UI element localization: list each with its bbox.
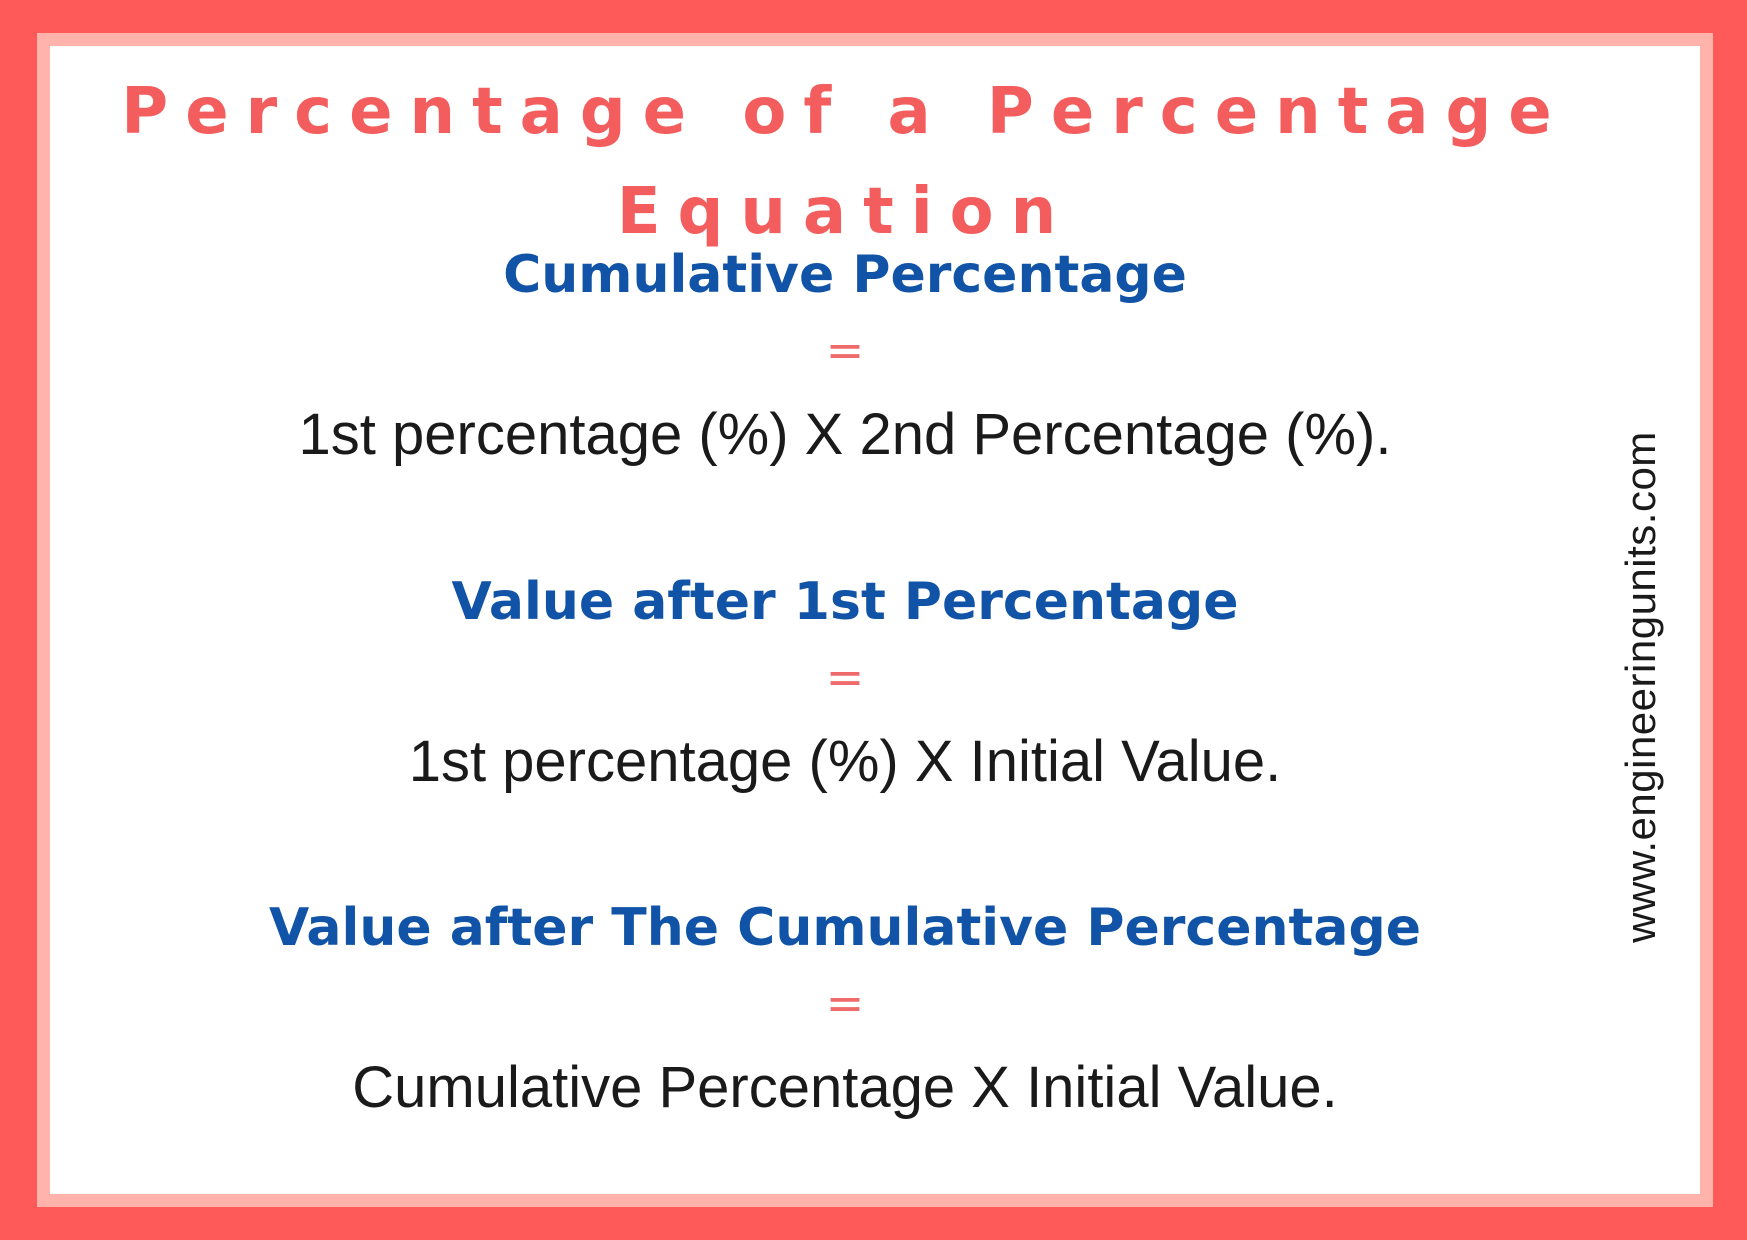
section-heading: Value after 1st Percentage (451, 572, 1239, 632)
section-formula: 1st percentage (%) X Initial Value. (408, 729, 1282, 794)
content-panel (50, 46, 1700, 1194)
equals-sign: = (825, 323, 865, 377)
page-title: Percentage of a Percentage Equation (121, 75, 1569, 249)
section-value-after-first: Value after 1st Percentage = 1st percent… (0, 572, 1690, 797)
section-heading: Value after The Cumulative Percentage (269, 898, 1421, 958)
section-formula: Cumulative Percentage X Initial Value. (352, 1055, 1338, 1120)
section-cumulative-percentage: Cumulative Percentage = 1st percentage (… (0, 245, 1690, 470)
equals-sign: = (825, 976, 865, 1030)
section-heading: Cumulative Percentage (503, 245, 1187, 305)
website-watermark: www.engineeringunits.com (1617, 431, 1664, 943)
section-formula: 1st percentage (%) X 2nd Percentage (%). (298, 402, 1392, 467)
section-value-after-cumulative: Value after The Cumulative Percentage = … (0, 898, 1690, 1123)
equals-sign: = (825, 650, 865, 704)
